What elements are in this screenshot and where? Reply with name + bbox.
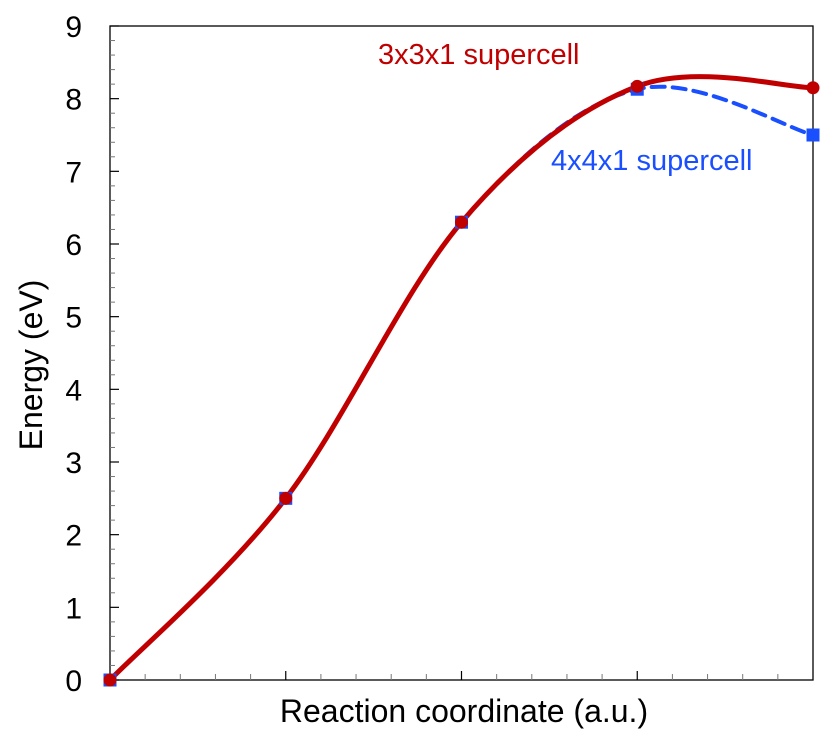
- series-0-marker: [806, 81, 820, 95]
- y-tick-label: 7: [65, 156, 82, 189]
- series-0-marker: [279, 491, 293, 505]
- x-axis-ticks: [144, 671, 779, 680]
- y-tick-label: 0: [65, 665, 82, 698]
- y-axis-title: Energy (eV): [13, 280, 49, 451]
- y-tick-label: 1: [65, 592, 82, 625]
- y-tick-label: 3: [65, 447, 82, 480]
- y-tick-label: 8: [65, 84, 82, 117]
- plot-border: [109, 25, 814, 681]
- series-1-marker: [806, 128, 820, 142]
- y-tick-label: 6: [65, 229, 82, 262]
- plot-frame: [109, 25, 814, 681]
- series-line-0: [107, 74, 816, 683]
- y-tick-label: 4: [65, 374, 82, 407]
- series-0-marker: [630, 79, 644, 93]
- series-layer: [107, 74, 816, 683]
- series-0-marker: [455, 215, 468, 229]
- x-axis-title: Reaction coordinate (a.u.): [280, 693, 648, 729]
- y-axis-ticks: 0 1 2 3 4 5 6 7 8 9: [65, 11, 119, 698]
- y-tick-label: 5: [65, 302, 82, 335]
- series-label-4x4x1: 4x4x1 supercell: [551, 145, 753, 177]
- y-tick-label: 2: [65, 520, 82, 553]
- series-0-marker: [103, 673, 117, 687]
- y-tick-label: 9: [65, 11, 82, 44]
- marker-layer: [103, 79, 820, 687]
- series-label-3x3x1: 3x3x1 supercell: [378, 39, 580, 71]
